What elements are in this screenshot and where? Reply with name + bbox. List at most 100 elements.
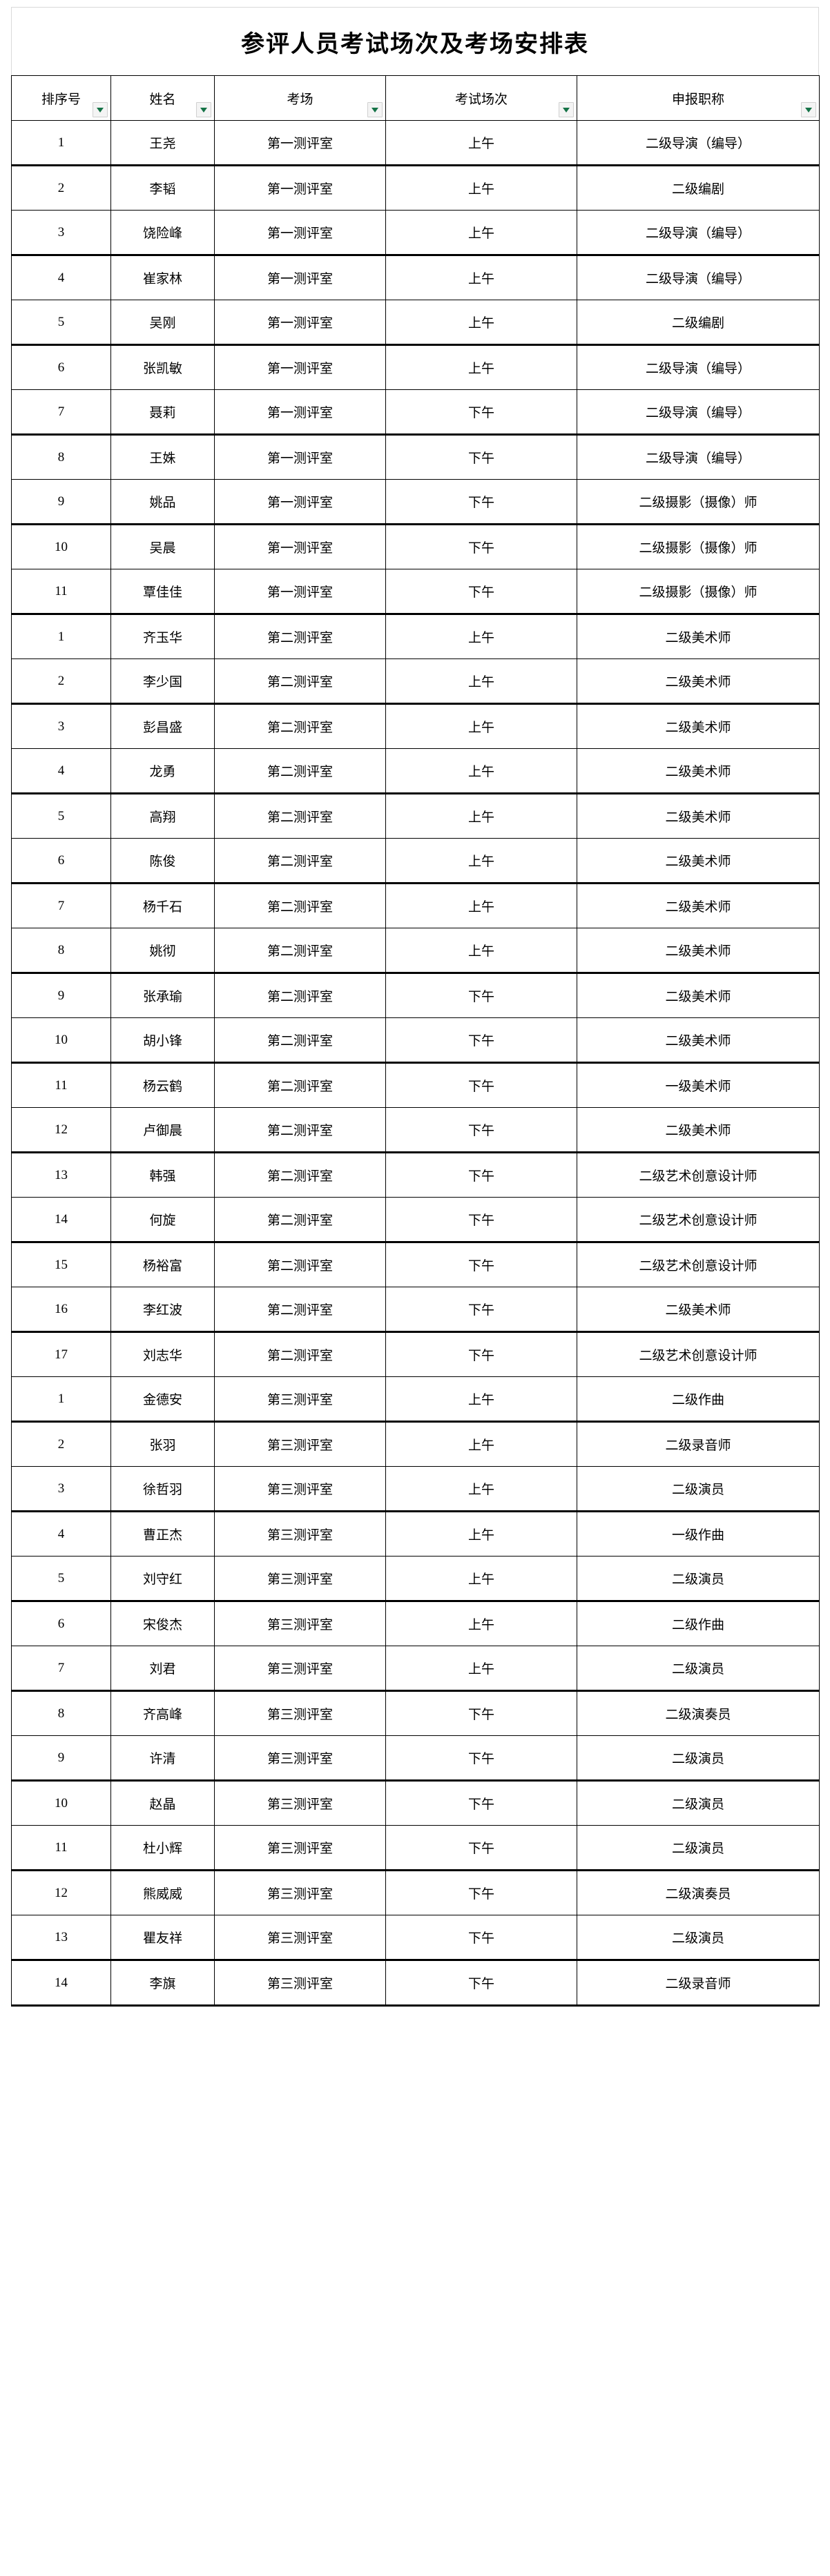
- cell-room[interactable]: 第二测评室: [214, 748, 386, 794]
- cell-room[interactable]: 第二测评室: [214, 838, 386, 884]
- cell-job_title[interactable]: 一级作曲: [577, 1510, 820, 1557]
- cell-room[interactable]: 第一测评室: [214, 389, 386, 435]
- cell-room[interactable]: 第三测评室: [214, 1869, 386, 1915]
- table-row[interactable]: 1 齐玉华 第二测评室 上午 二级美术师: [11, 613, 820, 659]
- table-row[interactable]: 9 张承瑜 第二测评室 下午 二级美术师: [11, 972, 820, 1018]
- cell-name[interactable]: 齐玉华: [110, 613, 215, 659]
- cell-job_title[interactable]: 二级演员: [577, 1735, 820, 1781]
- cell-index[interactable]: 6: [11, 344, 111, 390]
- cell-index[interactable]: 11: [11, 1825, 111, 1871]
- cell-name[interactable]: 金德安: [110, 1376, 215, 1422]
- table-row[interactable]: 15 杨裕富 第二测评室 下午 二级艺术创意设计师: [11, 1241, 820, 1287]
- cell-index[interactable]: 5: [11, 1556, 111, 1601]
- cell-session[interactable]: 下午: [385, 1017, 577, 1063]
- cell-index[interactable]: 10: [11, 523, 111, 569]
- cell-session[interactable]: 下午: [385, 523, 577, 569]
- cell-session[interactable]: 上午: [385, 838, 577, 884]
- cell-room[interactable]: 第三测评室: [214, 1735, 386, 1781]
- table-row[interactable]: 7 聂莉 第一测评室 下午 二级导演（编导）: [11, 389, 820, 435]
- cell-index[interactable]: 12: [11, 1107, 111, 1153]
- table-row[interactable]: 12 熊威威 第三测评室 下午 二级演奏员: [11, 1869, 820, 1915]
- cell-session[interactable]: 下午: [385, 1825, 577, 1871]
- cell-job_title[interactable]: 二级演员: [577, 1646, 820, 1691]
- cell-job_title[interactable]: 二级编剧: [577, 300, 820, 345]
- cell-name[interactable]: 李红波: [110, 1287, 215, 1332]
- cell-session[interactable]: 上午: [385, 344, 577, 390]
- cell-session[interactable]: 下午: [385, 569, 577, 614]
- cell-name[interactable]: 龙勇: [110, 748, 215, 794]
- cell-index[interactable]: 9: [11, 479, 111, 525]
- filter-dropdown-icon[interactable]: [801, 102, 816, 117]
- cell-session[interactable]: 上午: [385, 1421, 577, 1467]
- cell-job_title[interactable]: 二级美术师: [577, 658, 820, 704]
- cell-index[interactable]: 17: [11, 1331, 111, 1377]
- cell-job_title[interactable]: 二级演员: [577, 1556, 820, 1601]
- cell-index[interactable]: 7: [11, 389, 111, 435]
- cell-index[interactable]: 1: [11, 613, 111, 659]
- cell-name[interactable]: 杨裕富: [110, 1241, 215, 1287]
- cell-session[interactable]: 上午: [385, 792, 577, 839]
- cell-session[interactable]: 上午: [385, 703, 577, 749]
- cell-job_title[interactable]: 二级美术师: [577, 838, 820, 884]
- cell-index[interactable]: 14: [11, 1959, 111, 2007]
- table-row[interactable]: 10 赵晶 第三测评室 下午 二级演员: [11, 1779, 820, 1826]
- cell-name[interactable]: 王尧: [110, 120, 215, 166]
- table-row[interactable]: 8 姚彻 第二测评室 上午 二级美术师: [11, 928, 820, 973]
- cell-job_title[interactable]: 二级美术师: [577, 613, 820, 659]
- table-row[interactable]: 11 杜小辉 第三测评室 下午 二级演员: [11, 1825, 820, 1871]
- cell-room[interactable]: 第三测评室: [214, 1779, 386, 1826]
- cell-job_title[interactable]: 二级艺术创意设计师: [577, 1197, 820, 1242]
- cell-job_title[interactable]: 二级录音师: [577, 1421, 820, 1467]
- cell-room[interactable]: 第二测评室: [214, 1107, 386, 1153]
- filter-dropdown-icon[interactable]: [196, 102, 211, 117]
- cell-session[interactable]: 下午: [385, 389, 577, 435]
- table-row[interactable]: 10 吴晨 第一测评室 下午 二级摄影（摄像）师: [11, 523, 820, 569]
- cell-name[interactable]: 杜小辉: [110, 1825, 215, 1871]
- cell-job_title[interactable]: 二级美术师: [577, 1107, 820, 1153]
- cell-session[interactable]: 下午: [385, 1331, 577, 1377]
- cell-job_title[interactable]: 二级导演（编导）: [577, 120, 820, 166]
- table-row[interactable]: 2 张羽 第三测评室 上午 二级录音师: [11, 1421, 820, 1467]
- cell-room[interactable]: 第二测评室: [214, 1151, 386, 1198]
- cell-name[interactable]: 赵晶: [110, 1779, 215, 1826]
- cell-name[interactable]: 韩强: [110, 1151, 215, 1198]
- filter-dropdown-icon[interactable]: [367, 102, 383, 117]
- table-row[interactable]: 12 卢御晨 第二测评室 下午 二级美术师: [11, 1107, 820, 1153]
- cell-index[interactable]: 4: [11, 254, 111, 300]
- cell-job_title[interactable]: 二级演员: [577, 1779, 820, 1826]
- cell-session[interactable]: 下午: [385, 1959, 577, 2007]
- cell-index[interactable]: 7: [11, 882, 111, 928]
- table-row[interactable]: 16 李红波 第二测评室 下午 二级美术师: [11, 1287, 820, 1332]
- table-row[interactable]: 7 杨千石 第二测评室 上午 二级美术师: [11, 882, 820, 928]
- cell-index[interactable]: 8: [11, 1690, 111, 1736]
- cell-session[interactable]: 上午: [385, 1556, 577, 1601]
- cell-session[interactable]: 上午: [385, 613, 577, 659]
- cell-job_title[interactable]: 二级美术师: [577, 703, 820, 749]
- cell-name[interactable]: 胡小锋: [110, 1017, 215, 1063]
- table-row[interactable]: 1 金德安 第三测评室 上午 二级作曲: [11, 1376, 820, 1422]
- cell-name[interactable]: 崔家林: [110, 254, 215, 300]
- cell-name[interactable]: 姚彻: [110, 928, 215, 973]
- cell-session[interactable]: 上午: [385, 120, 577, 166]
- cell-index[interactable]: 2: [11, 1421, 111, 1467]
- cell-room[interactable]: 第一测评室: [214, 210, 386, 255]
- cell-index[interactable]: 9: [11, 972, 111, 1018]
- cell-name[interactable]: 卢御晨: [110, 1107, 215, 1153]
- cell-name[interactable]: 刘志华: [110, 1331, 215, 1377]
- cell-room[interactable]: 第三测评室: [214, 1825, 386, 1871]
- cell-session[interactable]: 下午: [385, 1151, 577, 1198]
- cell-name[interactable]: 李少国: [110, 658, 215, 704]
- table-row[interactable]: 6 陈俊 第二测评室 上午 二级美术师: [11, 838, 820, 884]
- cell-room[interactable]: 第一测评室: [214, 164, 386, 211]
- cell-index[interactable]: 2: [11, 658, 111, 704]
- table-row[interactable]: 2 李少国 第二测评室 上午 二级美术师: [11, 658, 820, 704]
- cell-room[interactable]: 第一测评室: [214, 300, 386, 345]
- cell-index[interactable]: 13: [11, 1915, 111, 1960]
- cell-job_title[interactable]: 二级导演（编导）: [577, 210, 820, 255]
- cell-session[interactable]: 下午: [385, 1287, 577, 1332]
- cell-job_title[interactable]: 二级摄影（摄像）师: [577, 479, 820, 525]
- cell-session[interactable]: 下午: [385, 1735, 577, 1781]
- cell-room[interactable]: 第三测评室: [214, 1690, 386, 1736]
- cell-index[interactable]: 6: [11, 838, 111, 884]
- cell-room[interactable]: 第三测评室: [214, 1959, 386, 2007]
